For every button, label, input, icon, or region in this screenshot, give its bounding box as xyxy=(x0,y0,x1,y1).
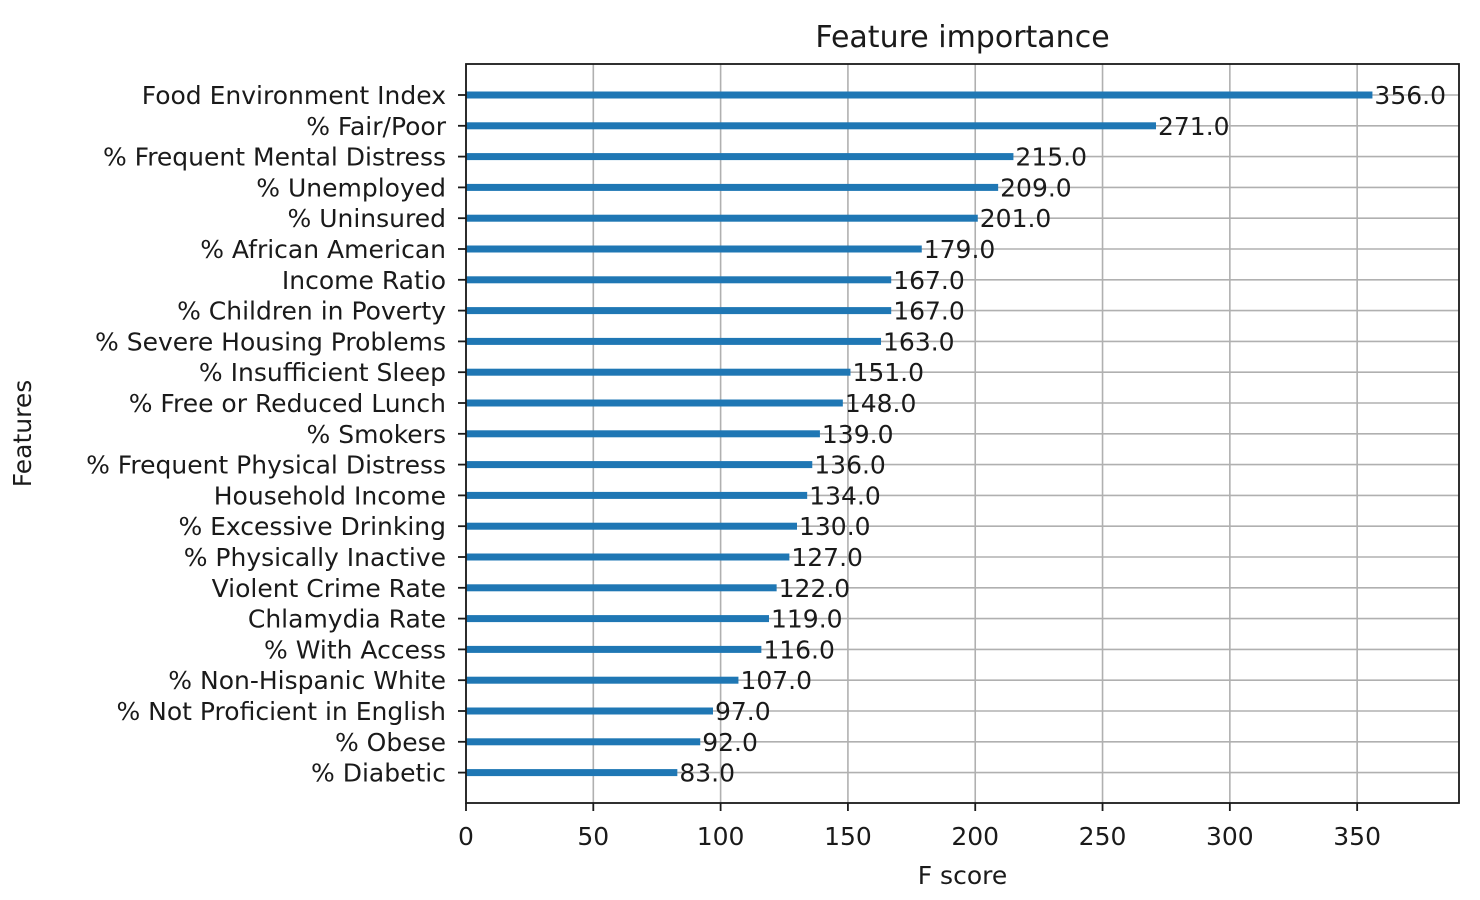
bar xyxy=(466,153,1014,161)
bar xyxy=(466,245,922,253)
bar xyxy=(466,738,701,746)
value-label: 209.0 xyxy=(1000,173,1072,202)
y-tick-label: % Obese xyxy=(335,728,446,757)
y-tick-label: % With Access xyxy=(264,635,446,664)
value-label: 83.0 xyxy=(679,759,735,788)
value-label: 130.0 xyxy=(799,512,871,541)
value-label: 134.0 xyxy=(809,481,881,510)
bar xyxy=(466,461,813,469)
plot-frame xyxy=(465,63,1460,804)
value-label: 179.0 xyxy=(924,235,996,264)
x-tick-label: 0 xyxy=(458,822,474,851)
bar xyxy=(466,214,978,222)
x-tick-label: 150 xyxy=(824,822,872,851)
y-tick-label: % Non-Hispanic White xyxy=(168,666,446,695)
frame-layer xyxy=(458,63,1460,811)
y-tick-label: % Frequent Mental Distress xyxy=(103,143,446,172)
bar xyxy=(466,491,808,499)
value-label: 163.0 xyxy=(883,327,955,356)
x-tick-label: 200 xyxy=(951,822,999,851)
y-axis-title: Features xyxy=(8,380,37,488)
value-label: 92.0 xyxy=(702,728,758,757)
y-tick-label: % Insufficient Sleep xyxy=(199,358,446,387)
bar-layer xyxy=(466,91,1373,777)
value-label: 127.0 xyxy=(791,543,863,572)
y-tick-label: % Severe Housing Problems xyxy=(95,327,446,356)
bar xyxy=(466,183,999,191)
value-label: 167.0 xyxy=(893,297,965,326)
value-label: 139.0 xyxy=(822,420,894,449)
bar xyxy=(466,553,790,561)
bar xyxy=(466,707,713,715)
y-tick-label: % Diabetic xyxy=(311,759,446,788)
value-label: 97.0 xyxy=(715,697,771,726)
bar xyxy=(466,584,777,592)
value-label: 201.0 xyxy=(980,204,1052,233)
bar xyxy=(466,615,769,623)
bar xyxy=(466,522,797,530)
bar xyxy=(466,645,762,653)
bar xyxy=(466,91,1373,99)
bar xyxy=(466,676,739,684)
x-tick-label: 50 xyxy=(577,822,609,851)
label-layer: 356.0 Food Environment Index 271.0 % Fair/P… xyxy=(86,81,1446,851)
bar xyxy=(466,122,1157,130)
value-label: 136.0 xyxy=(814,451,886,480)
y-tick-label: % Smokers xyxy=(307,420,447,449)
value-label: 167.0 xyxy=(893,266,965,295)
y-tick-label: Food Environment Index xyxy=(142,81,446,110)
x-tick-label: 300 xyxy=(1206,822,1254,851)
bar xyxy=(466,368,851,376)
y-tick-label: % Excessive Drinking xyxy=(178,512,446,541)
value-label: 148.0 xyxy=(845,389,917,418)
value-label: 151.0 xyxy=(852,358,924,387)
y-tick-label: % African American xyxy=(200,235,446,264)
y-tick-label: Chlamydia Rate xyxy=(248,605,446,634)
value-label: 107.0 xyxy=(740,666,812,695)
bar xyxy=(466,337,882,345)
value-label: 215.0 xyxy=(1015,143,1087,172)
value-label: 119.0 xyxy=(771,605,843,634)
y-tick-label: Household Income xyxy=(214,481,446,510)
value-label: 356.0 xyxy=(1374,81,1446,110)
y-tick-label: % Uninsured xyxy=(288,204,446,233)
x-tick-label: 250 xyxy=(1079,822,1127,851)
bar xyxy=(466,399,843,407)
value-label: 122.0 xyxy=(779,574,851,603)
y-tick-label: % Physically Inactive xyxy=(184,543,446,572)
chart-title: Feature importance xyxy=(815,20,1109,55)
bar xyxy=(466,276,892,284)
bar xyxy=(466,307,892,315)
x-tick-label: 350 xyxy=(1333,822,1381,851)
y-tick-label: % Frequent Physical Distress xyxy=(86,451,446,480)
y-tick-label: % Not Proficient in English xyxy=(116,697,446,726)
x-axis-title: F score xyxy=(918,861,1008,890)
y-tick-label: % Unemployed xyxy=(256,173,446,202)
bar xyxy=(466,430,820,438)
y-tick-label: Income Ratio xyxy=(282,266,446,295)
y-tick-label: % Children in Poverty xyxy=(177,297,446,326)
value-label: 116.0 xyxy=(763,635,835,664)
y-tick-label: % Free or Reduced Lunch xyxy=(129,389,446,418)
value-label: 271.0 xyxy=(1158,112,1230,141)
x-tick-label: 100 xyxy=(697,822,745,851)
bar xyxy=(466,769,678,777)
y-tick-label: Violent Crime Rate xyxy=(212,574,446,603)
y-tick-label: % Fair/Poor xyxy=(306,112,447,141)
